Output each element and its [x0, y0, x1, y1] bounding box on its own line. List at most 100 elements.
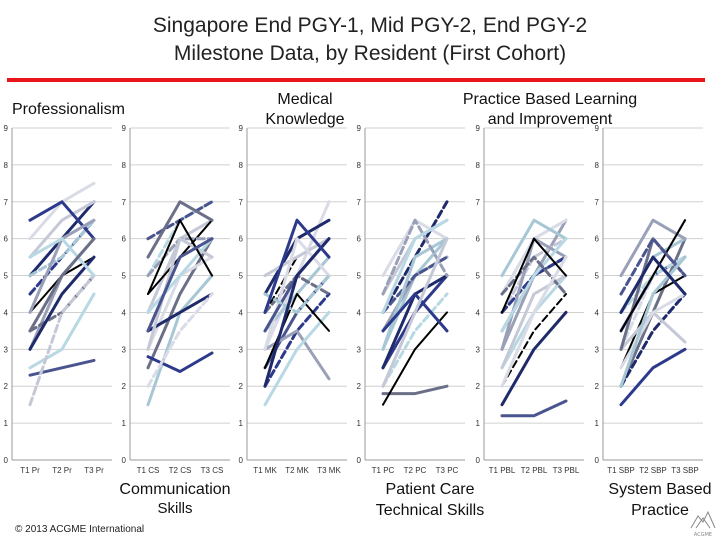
acgme-logo-icon: ACGME — [690, 510, 716, 538]
y-tick-label: 0 — [239, 456, 244, 465]
series-line — [381, 237, 449, 388]
y-tick-label: 4 — [239, 308, 244, 317]
series-line — [619, 292, 687, 370]
y-tick-label: 1 — [4, 419, 9, 428]
series-line — [500, 237, 568, 314]
y-tick-label: 7 — [4, 198, 9, 207]
chart-title: Singapore End PGY-1, Mid PGY-2, End PGY-… — [0, 12, 720, 68]
y-tick-label: 1 — [122, 419, 127, 428]
y-tick-label: 0 — [4, 456, 9, 465]
series-line — [28, 237, 96, 333]
series-line — [146, 351, 214, 373]
x-tick-label: T1 PBL — [489, 466, 516, 475]
x-tick-label: T2 Pr — [52, 466, 72, 475]
label-patient-care-2: Technical Skills — [375, 502, 485, 519]
y-tick-label: 5 — [357, 272, 362, 281]
y-tick-label: 8 — [357, 161, 362, 170]
label-sbp-2: Practice — [631, 502, 689, 519]
title-divider — [7, 78, 705, 82]
series-line — [381, 200, 449, 314]
series-line — [381, 292, 449, 388]
x-tick-label: T1 SBP — [607, 466, 635, 475]
series-line — [500, 218, 568, 278]
y-tick-label: 1 — [239, 419, 244, 428]
series-line — [28, 200, 96, 259]
x-tick-label: T3 Pr — [84, 466, 104, 475]
y-tick-label: 4 — [476, 308, 481, 317]
x-tick-label: T3 SBP — [671, 466, 699, 475]
series-line — [146, 237, 214, 314]
y-tick-label: 4 — [4, 308, 9, 317]
series-line — [263, 292, 331, 388]
y-tick-label: 0 — [122, 456, 127, 465]
series-line — [619, 347, 687, 407]
x-tick-label: T1 PC — [372, 466, 395, 475]
x-tick-label: T2 PBL — [521, 466, 548, 475]
series-line — [263, 274, 331, 314]
series-line — [619, 255, 687, 314]
y-tick-label: 3 — [122, 345, 127, 354]
title-line-1: Singapore End PGY-1, Mid PGY-2, End PGY-… — [152, 14, 588, 37]
panel-3: 0 1 2 3 4 5 6 7 8 9 T1 MK T2 MK T3 MK — [239, 124, 347, 475]
y-tick-label: 7 — [357, 198, 362, 207]
y-tick-label: 4 — [122, 308, 127, 317]
x-tick-label: T3 PC — [436, 466, 459, 475]
y-tick-label: 3 — [4, 345, 9, 354]
series-line — [28, 237, 96, 278]
y-tick-label: 9 — [4, 124, 9, 133]
label-pbli-2: and Improvement — [487, 111, 613, 128]
y-tick-label: 6 — [122, 235, 127, 244]
y-tick-label: 4 — [595, 308, 600, 317]
y-tick-label: 4 — [357, 308, 362, 317]
series-line — [28, 274, 96, 407]
panel-2: 0 1 2 3 4 5 6 7 8 9 T1 CS T2 CS T3 CS — [122, 124, 230, 475]
series-line — [263, 218, 331, 314]
series-line — [619, 255, 687, 388]
series-line — [619, 237, 687, 296]
y-tick-label: 0 — [476, 456, 481, 465]
label-communication-2: Skills — [157, 500, 193, 517]
series-line — [146, 200, 214, 259]
y-tick-label: 8 — [4, 161, 9, 170]
y-tick-label: 8 — [122, 161, 127, 170]
series-line — [500, 399, 568, 418]
series-line — [146, 237, 214, 333]
y-tick-label: 5 — [239, 272, 244, 281]
y-tick-label: 9 — [595, 124, 600, 133]
series-line — [500, 237, 568, 333]
label-patient-care-1: Patient Care — [385, 481, 475, 498]
series-line — [381, 292, 449, 333]
y-tick-label: 2 — [357, 382, 362, 391]
label-medical-knowledge-1: Medical — [277, 91, 333, 108]
label-professionalism: Professionalism — [12, 101, 125, 118]
x-tick-label: T3 CS — [201, 466, 224, 475]
x-tick-label: T3 PBL — [553, 466, 580, 475]
y-tick-label: 9 — [122, 124, 127, 133]
svg-text:ACGME: ACGME — [694, 532, 712, 538]
y-tick-label: 0 — [595, 456, 600, 465]
x-tick-label: T1 CS — [137, 466, 160, 475]
y-tick-label: 1 — [595, 419, 600, 428]
y-tick-label: 1 — [476, 419, 481, 428]
y-tick-label: 9 — [239, 124, 244, 133]
series-line — [263, 237, 331, 388]
y-tick-label: 3 — [357, 345, 362, 354]
y-tick-label: 2 — [595, 382, 600, 391]
series-line — [500, 255, 568, 296]
y-tick-label: 0 — [357, 456, 362, 465]
y-tick-label: 6 — [595, 235, 600, 244]
series-line — [28, 292, 96, 370]
series-line — [147, 219, 213, 295]
label-pbli-1: Practice Based Learning — [462, 91, 638, 108]
y-tick-label: 8 — [239, 161, 244, 170]
series-line — [501, 293, 567, 388]
y-tick-label: 3 — [476, 345, 481, 354]
series-line — [146, 292, 214, 333]
series-line — [500, 310, 568, 407]
y-tick-label: 5 — [4, 272, 9, 281]
y-tick-label: 7 — [122, 198, 127, 207]
series-line — [264, 293, 330, 369]
series-line — [620, 219, 686, 332]
series-line — [501, 237, 567, 314]
